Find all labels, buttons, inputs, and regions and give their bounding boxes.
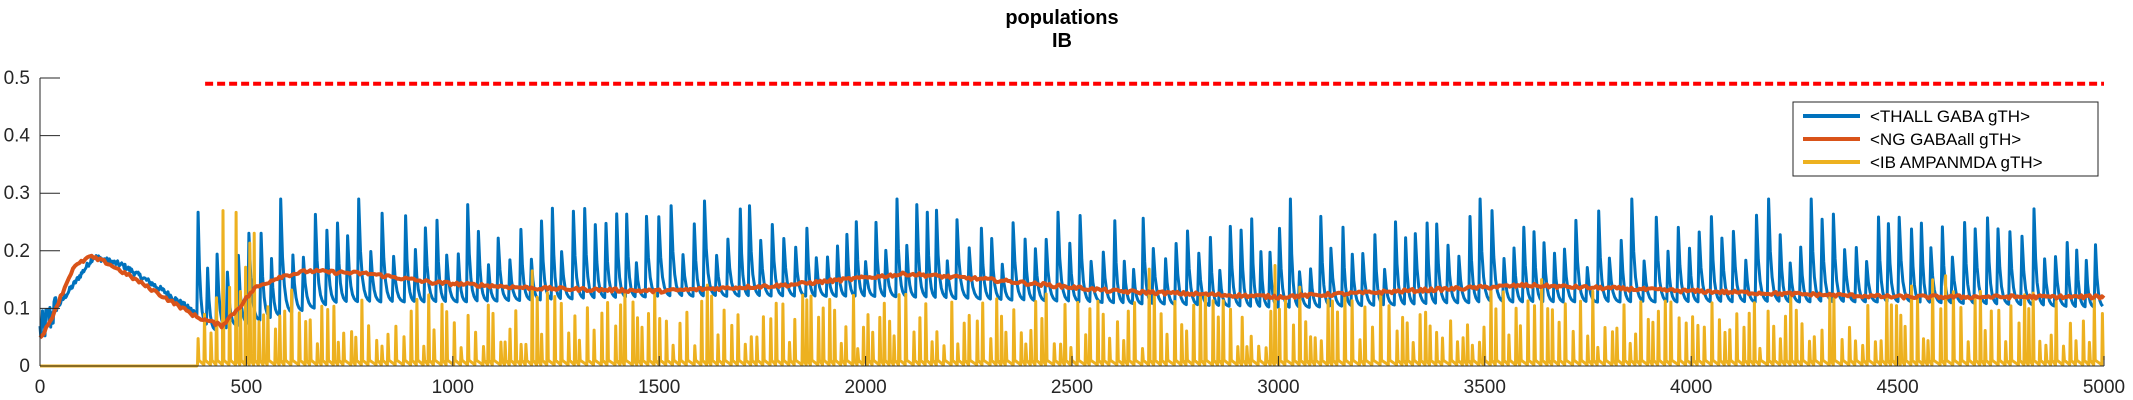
series-line-ib-ampanmda — [40, 209, 2105, 368]
x-tick-label: 3000 — [1257, 377, 1299, 398]
y-tick-label: 0.1 — [4, 298, 30, 319]
series-layer — [38, 81, 2106, 368]
x-tick-label: 4500 — [1876, 377, 1918, 398]
chart-title: populations — [1005, 7, 1118, 29]
x-tick-label: 2500 — [1051, 377, 1093, 398]
series-line-thall-gaba — [38, 197, 2104, 339]
x-tick-label: 3500 — [1464, 377, 1506, 398]
x-tick-label: 0 — [35, 377, 46, 398]
legend: <THALL GABA gTH> <NG GABAall gTH> <IB AM… — [1792, 101, 2099, 177]
y-tick-label: 0.5 — [4, 68, 30, 89]
x-tick-label: 1500 — [638, 377, 680, 398]
y-tick-label: 0.2 — [4, 241, 30, 262]
series-line-ng-gabaall — [38, 253, 2106, 340]
legend-label-ib: <IB AMPANMDA gTH> — [1870, 153, 2043, 172]
x-tick-label: 500 — [231, 377, 263, 398]
tick-labels: 0 500 1000 1500 2000 2500 3000 3500 4000 4500 5000… — [4, 68, 2126, 398]
y-tick-label: 0.4 — [4, 126, 31, 147]
x-tick-label: 4000 — [1670, 377, 1712, 398]
x-tick-label: 1000 — [432, 377, 474, 398]
legend-label-ng: <NG GABAall gTH> — [1870, 130, 2021, 149]
legend-label-thall: <THALL GABA gTH> — [1870, 107, 2030, 126]
y-tick-label: 0 — [19, 356, 30, 377]
x-tick-label: 5000 — [2083, 377, 2125, 398]
y-tick-label: 0.3 — [4, 183, 30, 204]
chart-subtitle: IB — [1052, 30, 1072, 52]
axes — [39, 77, 2105, 367]
x-tick-label: 2000 — [844, 377, 886, 398]
